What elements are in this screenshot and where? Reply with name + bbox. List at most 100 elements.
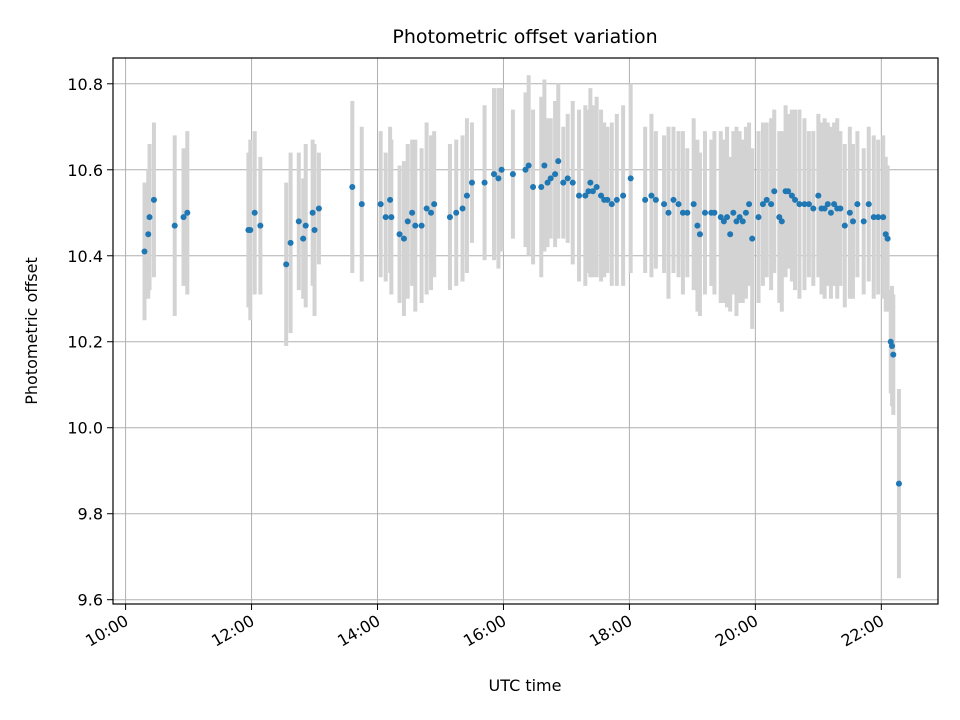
data-point xyxy=(180,214,187,221)
data-point xyxy=(418,222,425,229)
data-point xyxy=(302,222,309,229)
data-point xyxy=(736,214,743,221)
data-point xyxy=(763,196,770,203)
data-point xyxy=(821,205,828,212)
data-point xyxy=(576,192,583,199)
data-point xyxy=(711,209,718,216)
data-point xyxy=(593,183,600,190)
data-point xyxy=(675,201,682,208)
data-point xyxy=(509,171,516,178)
data-point xyxy=(727,231,734,238)
data-point xyxy=(315,205,322,212)
data-point xyxy=(720,218,727,225)
data-point xyxy=(824,201,831,208)
data-point xyxy=(701,209,708,216)
data-point xyxy=(311,226,318,233)
data-point xyxy=(875,214,882,221)
data-point xyxy=(652,196,659,203)
data-point xyxy=(358,201,365,208)
data-point xyxy=(463,192,470,199)
data-point xyxy=(295,218,302,225)
data-point xyxy=(459,205,466,212)
data-point xyxy=(150,196,157,203)
data-points xyxy=(141,158,902,487)
data-point xyxy=(382,214,389,221)
y-axis-ticks: 9.6 9.8 10.0 10.2 10.4 10.6 10.8 xyxy=(67,75,113,610)
data-point xyxy=(792,196,799,203)
data-point xyxy=(679,209,686,216)
data-point xyxy=(837,205,844,212)
data-point xyxy=(749,235,756,242)
x-axis-label: UTC time xyxy=(489,676,562,695)
data-point xyxy=(538,183,545,190)
y-tick-label: 10.0 xyxy=(67,419,103,438)
data-point xyxy=(854,201,861,208)
data-point xyxy=(287,239,294,246)
y-tick-label: 10.2 xyxy=(67,333,103,352)
data-point xyxy=(377,201,384,208)
y-tick-label: 9.8 xyxy=(78,505,103,524)
data-point xyxy=(796,201,803,208)
data-point xyxy=(846,209,853,216)
data-point xyxy=(684,209,691,216)
data-point xyxy=(145,231,152,238)
data-point xyxy=(608,201,615,208)
data-point xyxy=(283,261,290,268)
data-point xyxy=(141,248,148,255)
data-point xyxy=(661,201,668,208)
data-point xyxy=(746,201,753,208)
data-point xyxy=(552,171,559,178)
data-point xyxy=(730,209,737,216)
data-point xyxy=(300,235,307,242)
data-point xyxy=(468,179,475,186)
data-point xyxy=(696,231,703,238)
data-point xyxy=(889,343,896,350)
data-point xyxy=(613,196,620,203)
data-point xyxy=(560,179,567,186)
data-point xyxy=(670,196,677,203)
data-point xyxy=(742,209,749,216)
data-point xyxy=(831,201,838,208)
data-point xyxy=(890,351,897,358)
data-point xyxy=(785,188,792,195)
data-point xyxy=(788,192,795,199)
data-point xyxy=(247,226,254,233)
data-point xyxy=(627,175,634,182)
data-point xyxy=(598,192,605,199)
data-point xyxy=(665,209,672,216)
data-point xyxy=(388,214,395,221)
data-point xyxy=(446,214,453,221)
data-point xyxy=(805,201,812,208)
y-tick-label: 10.8 xyxy=(67,75,103,94)
data-point xyxy=(530,183,537,190)
data-point xyxy=(453,209,460,216)
data-point xyxy=(690,201,697,208)
data-point xyxy=(587,179,594,186)
data-point xyxy=(604,196,611,203)
data-point xyxy=(739,218,746,225)
y-tick-label: 9.6 xyxy=(78,591,103,610)
data-point xyxy=(412,222,419,229)
data-point xyxy=(171,222,178,229)
data-point xyxy=(257,222,264,229)
y-tick-label: 10.6 xyxy=(67,161,103,180)
data-point xyxy=(349,183,356,190)
chart-title: Photometric offset variation xyxy=(392,26,657,48)
data-point xyxy=(544,179,551,186)
data-point xyxy=(569,179,576,186)
data-point xyxy=(400,235,407,242)
data-point xyxy=(491,171,498,178)
data-point xyxy=(547,175,554,182)
data-point xyxy=(620,192,627,199)
data-point xyxy=(860,218,867,225)
data-point xyxy=(778,218,785,225)
data-point xyxy=(387,196,394,203)
y-tick-label: 10.4 xyxy=(67,247,103,266)
data-point xyxy=(717,214,724,221)
data-point xyxy=(768,201,775,208)
data-point xyxy=(801,201,808,208)
y-axis-label: Photometric offset xyxy=(22,257,41,405)
data-point xyxy=(589,188,596,195)
data-point xyxy=(431,201,438,208)
